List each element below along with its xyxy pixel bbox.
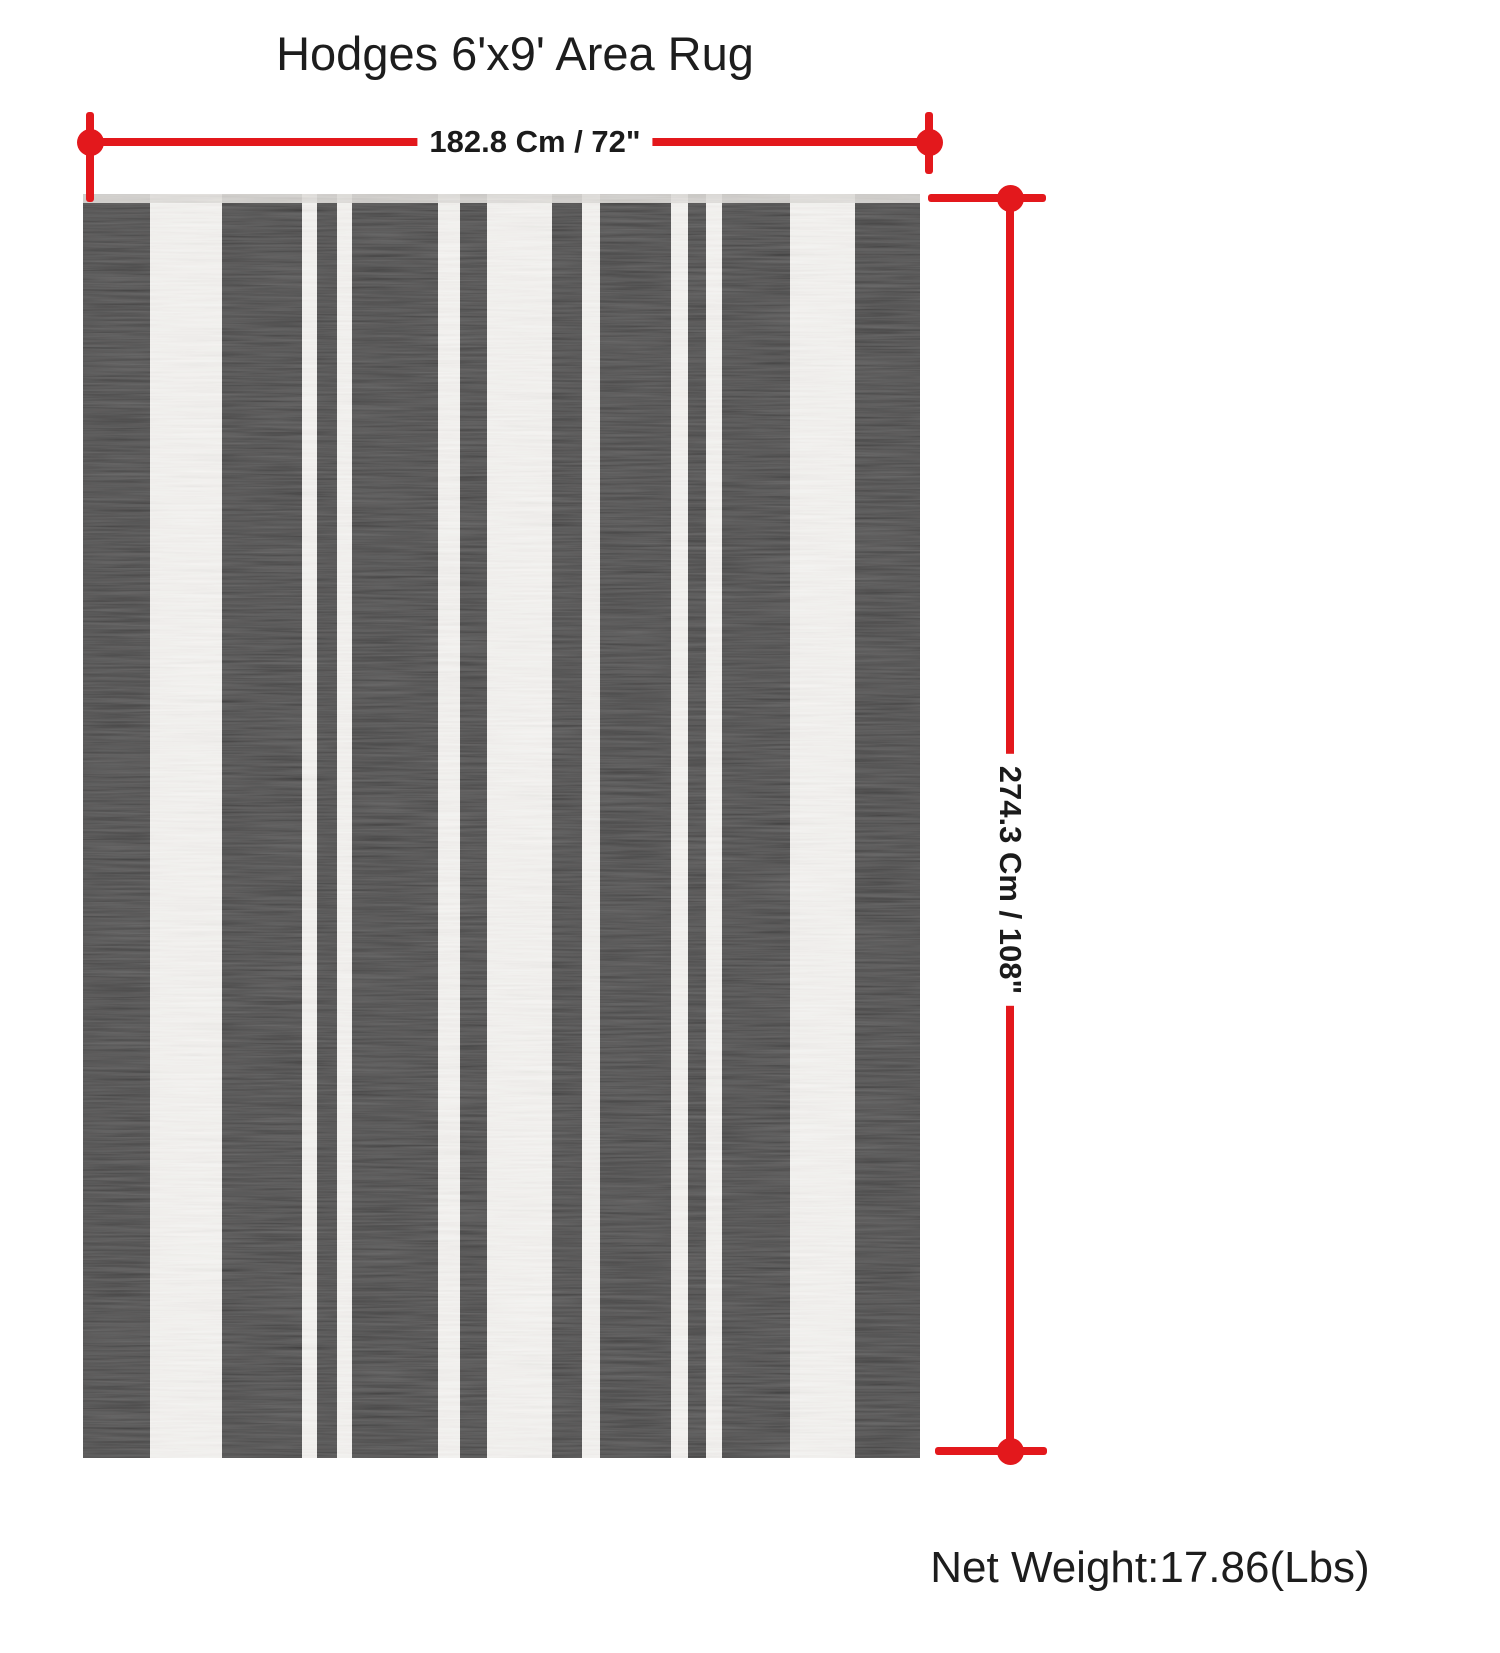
width-dimension-right-endpoint-dot — [916, 129, 943, 156]
height-dimension-top-endpoint-dot — [997, 185, 1024, 212]
height-dimension-top-tick — [928, 194, 1046, 202]
height-dimension-label: 274.3 Cm / 108" — [990, 753, 1030, 1007]
height-dimension-bottom-tick — [935, 1447, 1047, 1455]
width-dimension-left-tick — [86, 112, 94, 202]
rug-fabric-texture-dark — [83, 194, 920, 1458]
rug-image — [83, 194, 920, 1458]
width-dimension-left-endpoint-dot — [77, 129, 104, 156]
rug-stripes-svg — [83, 194, 920, 1458]
net-weight-label: Net Weight:17.86(Lbs) — [930, 1543, 1370, 1592]
product-title: Hodges 6'x9' Area Rug — [276, 27, 754, 80]
height-dimension-bottom-endpoint-dot — [997, 1438, 1024, 1465]
width-dimension-label: 182.8 Cm / 72" — [417, 122, 653, 162]
